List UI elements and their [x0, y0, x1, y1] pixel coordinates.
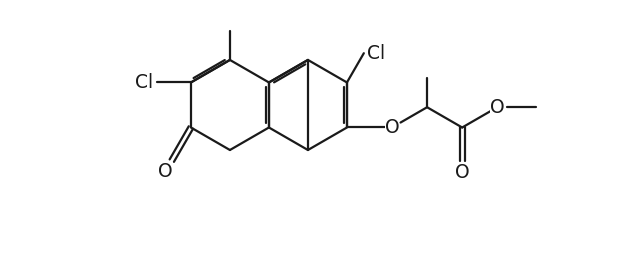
Text: O: O [490, 98, 504, 117]
Text: O: O [158, 162, 173, 181]
Text: O: O [385, 118, 399, 137]
Text: Cl: Cl [136, 73, 154, 92]
Text: Cl: Cl [367, 44, 385, 63]
Text: O: O [455, 163, 470, 182]
